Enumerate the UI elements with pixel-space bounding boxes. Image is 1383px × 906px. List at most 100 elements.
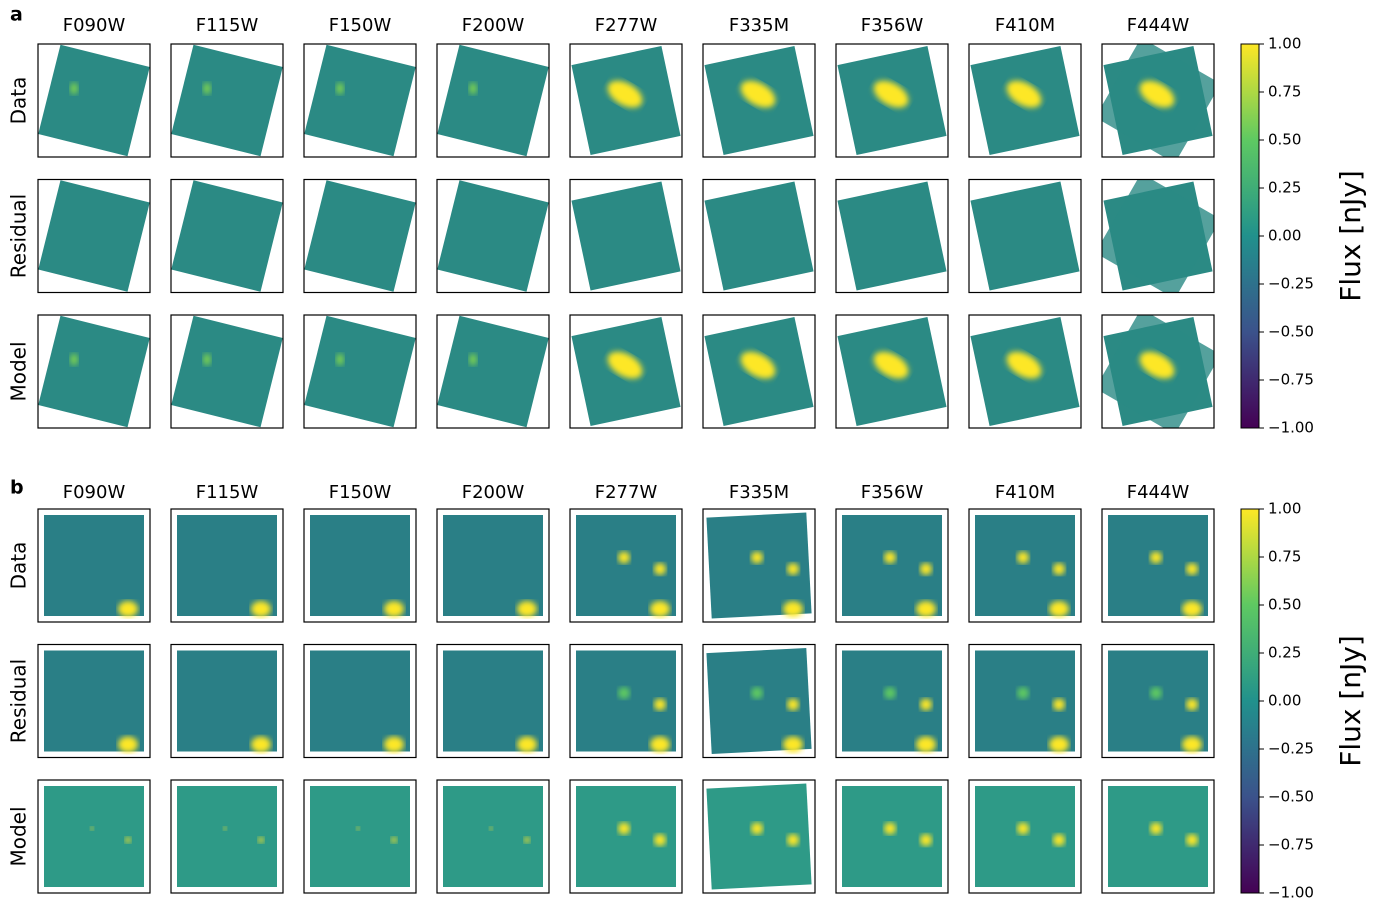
image	[1108, 650, 1208, 753]
tick-label: 1.00	[1268, 35, 1301, 53]
source	[251, 736, 271, 753]
row-label: Data	[7, 542, 31, 590]
frame	[303, 643, 417, 759]
footprint	[44, 515, 144, 616]
frame	[835, 508, 949, 623]
source	[517, 736, 537, 753]
footprint	[177, 786, 277, 887]
image	[1102, 315, 1214, 428]
tick-label: −0.50	[1268, 323, 1314, 341]
source	[1017, 687, 1029, 699]
source	[384, 736, 404, 753]
image	[571, 45, 681, 156]
tick-label: 0.75	[1268, 83, 1301, 101]
footprint	[44, 786, 144, 887]
source	[70, 82, 78, 95]
footprint	[304, 44, 416, 157]
footprint	[310, 515, 410, 616]
image	[304, 44, 416, 157]
source	[1150, 551, 1162, 564]
source	[251, 601, 271, 617]
row-label: Residual	[7, 194, 31, 278]
image	[571, 181, 681, 291]
column-title: F115W	[196, 482, 259, 503]
image	[1108, 515, 1208, 617]
source	[489, 826, 493, 831]
image	[304, 315, 416, 428]
colorbar-label: Flux [nJy]	[1334, 635, 1367, 767]
image	[310, 786, 410, 887]
source	[783, 601, 803, 617]
footprint	[704, 181, 814, 291]
frame	[702, 178, 816, 294]
footprint	[443, 786, 543, 887]
frame	[835, 314, 949, 429]
row-label: Model	[7, 806, 31, 866]
frame	[37, 314, 151, 429]
image	[704, 316, 814, 427]
source	[517, 601, 537, 617]
footprint	[706, 512, 812, 619]
frame	[835, 178, 949, 294]
frame	[37, 643, 151, 759]
column-title: F444W	[1127, 482, 1190, 503]
frame	[968, 314, 1082, 429]
frame	[170, 508, 284, 623]
frame	[1101, 643, 1215, 759]
frame	[303, 43, 417, 158]
column-title: F410M	[995, 15, 1055, 36]
frame	[303, 178, 417, 294]
source	[650, 601, 670, 617]
frame	[170, 779, 284, 894]
frame	[436, 178, 550, 294]
image	[571, 316, 681, 427]
source	[1182, 601, 1202, 617]
tick-label: −0.50	[1268, 788, 1314, 806]
column-title: F356W	[861, 482, 924, 503]
source	[650, 736, 670, 753]
frame	[37, 43, 151, 158]
column-title: F444W	[1127, 15, 1190, 36]
frame	[702, 779, 816, 894]
tick-label: −0.75	[1268, 371, 1314, 389]
footprint	[304, 315, 416, 428]
frame	[569, 643, 683, 759]
source	[1053, 563, 1065, 575]
source	[1150, 822, 1162, 835]
image	[970, 45, 1080, 156]
image	[437, 44, 549, 157]
source	[118, 736, 138, 753]
image	[171, 315, 283, 428]
tick-label: −1.00	[1268, 884, 1314, 902]
frame	[569, 314, 683, 429]
source	[524, 837, 530, 843]
colorbar	[1240, 43, 1260, 429]
image	[44, 786, 144, 887]
footprint	[443, 650, 543, 752]
tick-label: −0.75	[1268, 836, 1314, 854]
image	[44, 650, 144, 753]
image	[576, 515, 676, 617]
image	[177, 786, 277, 887]
footprint	[443, 515, 543, 616]
footprint	[171, 180, 283, 292]
image	[975, 650, 1075, 753]
image	[975, 515, 1075, 617]
frame	[569, 178, 683, 294]
image	[576, 650, 676, 753]
image	[842, 650, 942, 753]
source	[740, 351, 776, 379]
frame	[569, 508, 683, 623]
source	[125, 837, 131, 843]
source	[654, 834, 666, 846]
footprint	[571, 181, 681, 291]
source	[618, 822, 630, 835]
column-title: F277W	[595, 15, 658, 36]
source	[1006, 80, 1042, 108]
image	[310, 650, 410, 753]
source	[384, 601, 404, 617]
footprint	[38, 180, 150, 292]
source	[873, 351, 909, 379]
source	[1017, 822, 1029, 835]
image	[706, 783, 812, 890]
